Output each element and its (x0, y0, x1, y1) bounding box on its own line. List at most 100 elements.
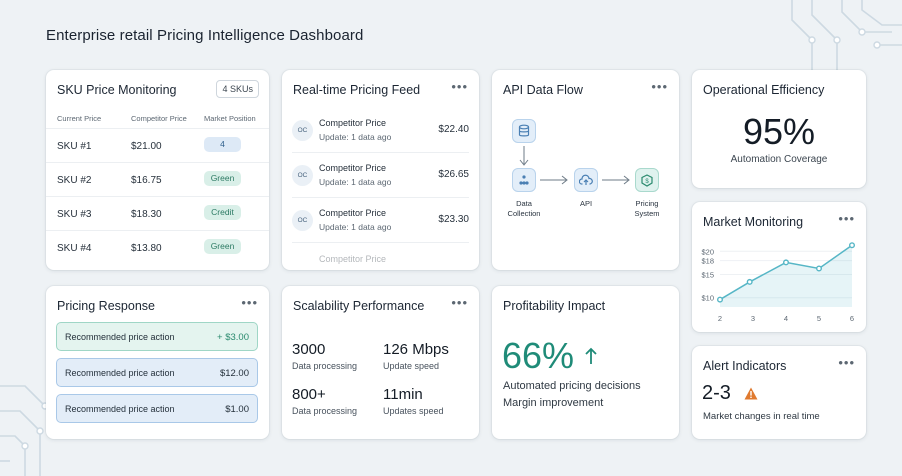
card-title: Pricing Response (57, 299, 155, 313)
action-label: Recommended price action (65, 368, 175, 378)
avatar: OC (292, 120, 313, 141)
column-header: Competitor Price (131, 114, 187, 123)
y-tick-label: $10 (701, 294, 714, 303)
data-point (782, 259, 789, 266)
action-label: Recommended price action (65, 332, 175, 342)
more-options-icon[interactable]: ••• (651, 79, 668, 94)
x-tick-label: 4 (784, 314, 788, 323)
x-tick-label: 6 (850, 314, 854, 323)
market-monitoring-card: Market Monitoring ••• $20 $18 $15 $10 2 3 4 5 6 (692, 202, 866, 332)
pricing-system-node[interactable]: $ (635, 168, 659, 192)
feed-item-update: Update: 1 data ago (319, 132, 392, 142)
table-row[interactable]: SKU #4 $13.80 Green (46, 230, 269, 264)
market-position-badge: Credit (204, 205, 241, 220)
metric-label: Update speed (383, 361, 440, 371)
automation-coverage-value: 95% (742, 111, 816, 152)
card-title: Scalability Performance (293, 299, 425, 313)
feed-item-price: $26.65 (438, 169, 469, 180)
arrow-right-icon (540, 175, 568, 185)
feed-item-price: $22.40 (438, 124, 469, 135)
api-label: API (579, 199, 593, 208)
arrow-right-icon (602, 175, 630, 185)
feed-item[interactable]: OC Competitor Price Update: 1 data ago $… (292, 154, 469, 198)
metric-value: 126 Mbps (383, 341, 449, 358)
feed-item-name: Competitor Price (319, 118, 387, 128)
data-collection-node[interactable] (512, 168, 536, 192)
arrow-down-icon (519, 146, 529, 166)
sku-count-badge: 4 SKUs (216, 80, 259, 98)
database-icon (512, 119, 536, 143)
feed-item-update: Update: 1 data ago (319, 222, 392, 232)
card-title: Operational Efficiency (703, 83, 825, 97)
sku-price: $16.75 (131, 175, 162, 186)
alert-count: 2-3 (702, 382, 731, 404)
more-options-icon[interactable]: ••• (838, 355, 855, 370)
x-tick-label: 5 (817, 314, 821, 323)
metric-label: Updates speed (383, 406, 444, 416)
action-label: Recommended price action (65, 404, 175, 414)
api-data-flow-card: API Data Flow ••• $ Data Collection API … (492, 70, 679, 270)
alert-label: Market changes in real time (703, 411, 820, 422)
y-tick-label: $18 (701, 257, 714, 266)
table-row[interactable]: SKU #1 $21.00 4 (46, 128, 269, 162)
more-options-icon[interactable]: ••• (451, 79, 468, 94)
data-point (848, 242, 855, 249)
table-row[interactable]: SKU #3 $18.30 Credit (46, 196, 269, 230)
metric-value: 800+ (292, 386, 326, 403)
page-title: Enterprise retail Pricing Intelligence D… (46, 27, 364, 44)
data-point (746, 278, 753, 285)
sku-price-monitoring-card: SKU Price Monitoring 4 SKUs Current Pric… (46, 70, 269, 270)
sku-price: $18.30 (131, 209, 162, 220)
x-tick-label: 2 (718, 314, 722, 323)
feed-item-name: Competitor Price (319, 163, 387, 173)
market-chart: $20$18 $15 $10 2 3 4 5 6 (701, 242, 855, 323)
scalability-performance-card: Scalability Performance ••• 3000 Data pr… (282, 286, 479, 439)
sku-id: SKU #4 (57, 243, 92, 254)
data-point (717, 296, 724, 303)
arrow-up-icon (585, 347, 597, 364)
market-position-badge: 4 (204, 137, 241, 152)
profitability-line1: Automated pricing decisions (503, 380, 641, 392)
profitability-value: 66% (502, 335, 575, 376)
recommended-action-item[interactable]: Recommended price action $12.00 (56, 358, 258, 387)
y-tick-label: $20 (701, 247, 714, 256)
data-collection-label: Data Collection (507, 199, 541, 218)
recommended-action-item[interactable]: Recommended price action $1.00 (56, 394, 258, 423)
table-row[interactable]: SKU #2 $16.75 Green (46, 162, 269, 196)
data-point (815, 265, 822, 272)
more-options-icon[interactable]: ••• (451, 295, 468, 310)
more-options-icon[interactable]: ••• (241, 295, 258, 310)
sku-price: $21.00 (131, 141, 162, 152)
table-header: Current Price Competitor Price Market Po… (46, 114, 269, 130)
more-options-icon[interactable]: ••• (838, 211, 855, 226)
pricing-feed-card: Real-time Pricing Feed ••• OC Competitor… (282, 70, 479, 270)
card-title: SKU Price Monitoring (57, 83, 177, 97)
api-node[interactable] (574, 168, 598, 192)
action-value: $12.00 (219, 368, 249, 379)
feed-item-price: $23.30 (438, 214, 469, 225)
metric-value: 11min (383, 386, 423, 403)
sku-price: $13.80 (131, 243, 162, 254)
warning-icon (744, 387, 758, 400)
column-header: Current Price (57, 114, 102, 123)
avatar: OC (292, 165, 313, 186)
action-value: $1.00 (225, 404, 249, 415)
card-title: API Data Flow (503, 83, 583, 97)
recommended-action-item[interactable]: Recommended price action + $3.00 (56, 322, 258, 351)
metric-value: 3000 (292, 341, 326, 358)
card-title: Real-time Pricing Feed (293, 83, 421, 97)
feed-item[interactable]: OC Competitor Price Update: 1 data ago $… (292, 199, 469, 243)
y-tick-label: $15 (701, 271, 714, 280)
card-title: Profitability Impact (503, 299, 606, 313)
profitability-line2: Margin improvement (503, 397, 604, 409)
feed-item[interactable]: OC Competitor Price Update: 1 data ago $… (292, 109, 469, 153)
metric-label: Data processing (292, 361, 358, 371)
pricing-system-label: Pricing System (634, 199, 660, 218)
card-title: Alert Indicators (703, 359, 787, 373)
market-position-badge: Green (204, 171, 241, 186)
series-area (720, 245, 852, 307)
alert-indicators-card: Alert Indicators ••• 2-3 Market changes … (692, 346, 866, 439)
feed-item-name: Competitor Price (319, 208, 387, 218)
feed-item[interactable]: Competitor Price (292, 244, 469, 270)
avatar: OC (292, 210, 313, 231)
